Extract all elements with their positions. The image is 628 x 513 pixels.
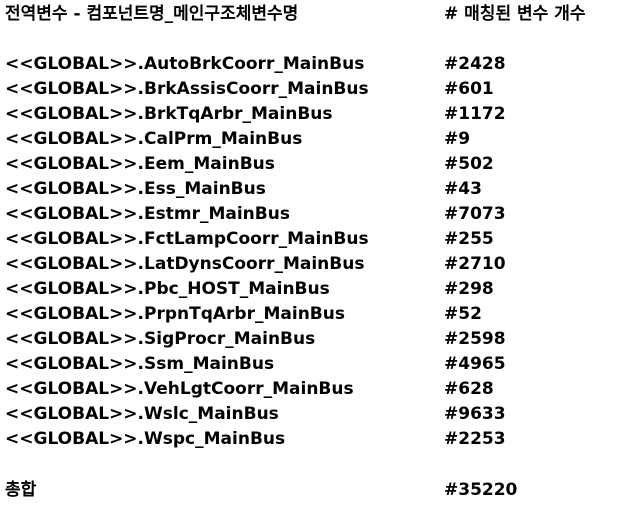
list-item: <<GLOBAL>>.Wslc_MainBus #9633 [0,402,628,427]
list-item: <<GLOBAL>>.PrpnTqArbr_MainBus #52 [0,302,628,327]
variable-count: #2253 [444,429,506,449]
variable-count: #7073 [444,204,506,224]
variable-count: #1172 [444,104,506,124]
variable-name: <<GLOBAL>>.Ess_MainBus [5,179,266,199]
list-item: <<GLOBAL>>.Ssm_MainBus #4965 [0,352,628,377]
list-item: <<GLOBAL>>.Pbc_HOST_MainBus #298 [0,277,628,302]
variable-count: #9 [444,129,471,149]
variable-count: #2598 [444,329,506,349]
variable-count: #9633 [444,404,506,424]
total-label: 총합 [5,480,37,500]
variable-count: #2428 [444,54,506,74]
header-row: 전역변수 - 컴포넌트명_메인구조체변수명 # 매칭된 변수 개수 [0,2,628,27]
variable-count: #4965 [444,354,506,374]
variable-count: #628 [444,379,494,399]
list-item: <<GLOBAL>>.LatDynsCoorr_MainBus #2710 [0,252,628,277]
header-name-label: 전역변수 - 컴포넌트명_메인구조체변수명 [5,4,299,24]
list-item: <<GLOBAL>>.Estmr_MainBus #7073 [0,202,628,227]
list-item: <<GLOBAL>>.VehLgtCoorr_MainBus #628 [0,377,628,402]
variable-name: <<GLOBAL>>.FctLampCoorr_MainBus [5,229,369,249]
list-item: <<GLOBAL>>.BrkAssisCoorr_MainBus #601 [0,77,628,102]
variable-name: <<GLOBAL>>.Estmr_MainBus [5,204,290,224]
variable-name: <<GLOBAL>>.AutoBrkCoorr_MainBus [5,54,365,74]
list-item: <<GLOBAL>>.Eem_MainBus #502 [0,152,628,177]
list-item: <<GLOBAL>>.BrkTqArbr_MainBus #1172 [0,102,628,127]
variable-name: <<GLOBAL>>.Pbc_HOST_MainBus [5,279,330,299]
list-item: <<GLOBAL>>.CalPrm_MainBus #9 [0,127,628,152]
variable-count: #601 [444,79,494,99]
variable-name: <<GLOBAL>>.BrkAssisCoorr_MainBus [5,79,369,99]
variable-count: #502 [444,154,494,174]
variable-name: <<GLOBAL>>.LatDynsCoorr_MainBus [5,254,365,274]
variable-count: #43 [444,179,482,199]
variable-count: #255 [444,229,494,249]
list-item: <<GLOBAL>>.SigProcr_MainBus #2598 [0,327,628,352]
variable-name: <<GLOBAL>>.Wslc_MainBus [5,404,279,424]
variable-name: <<GLOBAL>>.PrpnTqArbr_MainBus [5,304,345,324]
variable-name: <<GLOBAL>>.Wspc_MainBus [5,429,286,449]
total-count: #35220 [444,480,518,500]
variable-name: <<GLOBAL>>.SigProcr_MainBus [5,329,316,349]
variable-name: <<GLOBAL>>.BrkTqArbr_MainBus [5,104,333,124]
list-item: <<GLOBAL>>.Wspc_MainBus #2253 [0,427,628,452]
variable-count: #52 [444,304,482,324]
variable-name: <<GLOBAL>>.VehLgtCoorr_MainBus [5,379,354,399]
total-row: 총합 #35220 [0,478,628,503]
variable-name: <<GLOBAL>>.CalPrm_MainBus [5,129,303,149]
variable-count: #2710 [444,254,506,274]
list-item: <<GLOBAL>>.Ess_MainBus #43 [0,177,628,202]
variable-name: <<GLOBAL>>.Eem_MainBus [5,154,275,174]
variable-name: <<GLOBAL>>.Ssm_MainBus [5,354,275,374]
header-count-label: # 매칭된 변수 개수 [444,4,586,24]
list-item: <<GLOBAL>>.AutoBrkCoorr_MainBus #2428 [0,52,628,77]
variable-count: #298 [444,279,494,299]
list-item: <<GLOBAL>>.FctLampCoorr_MainBus #255 [0,227,628,252]
